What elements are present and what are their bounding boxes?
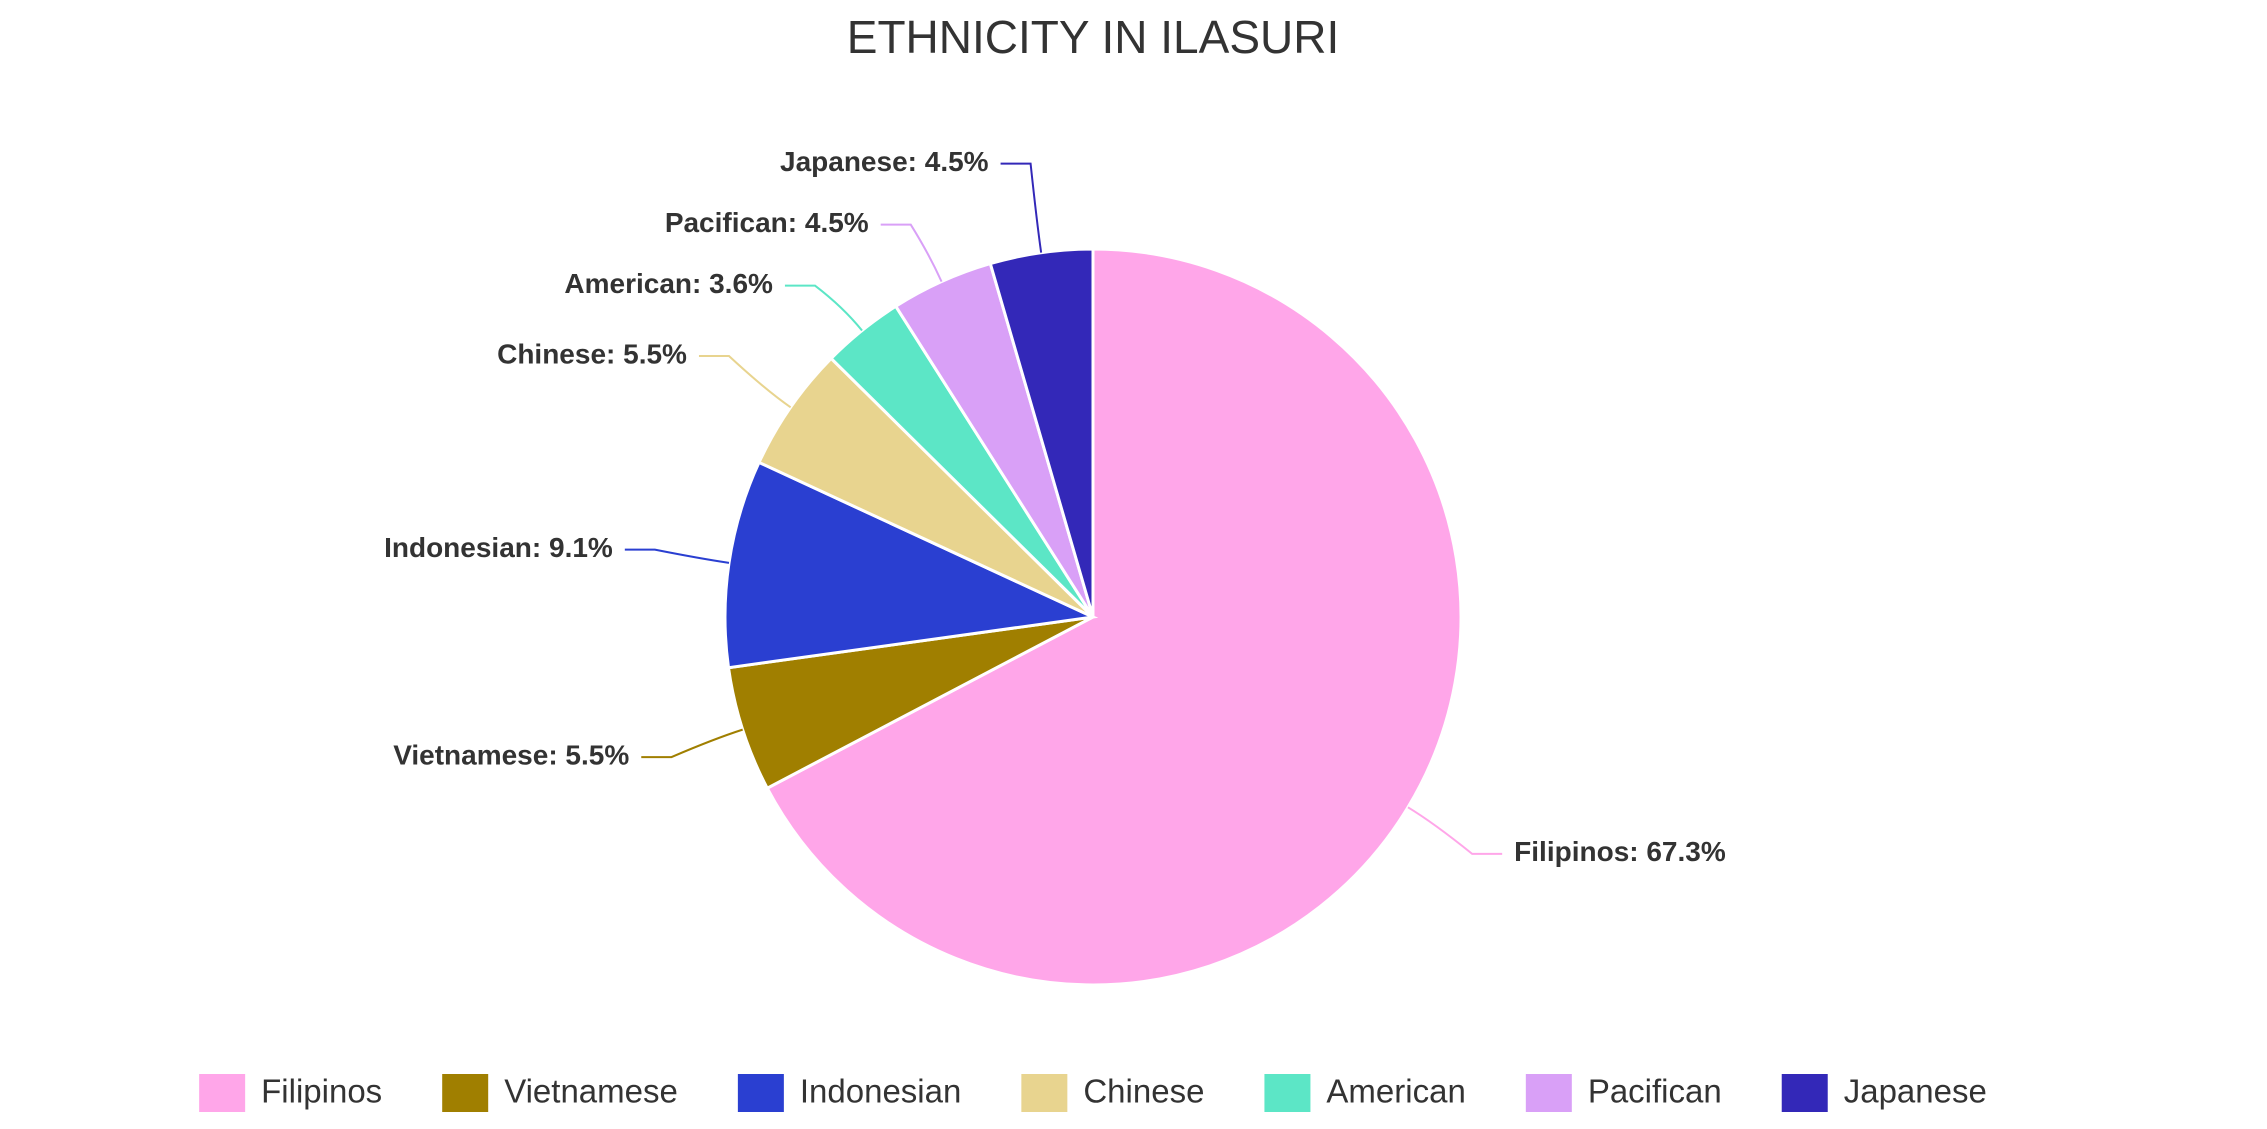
legend-swatch <box>1264 1074 1311 1112</box>
legend-label: Indonesian <box>800 1073 961 1110</box>
data-label: Filipinos: 67.3% <box>1514 836 1726 867</box>
legend-swatch <box>737 1074 784 1112</box>
legend-swatch <box>1525 1074 1572 1112</box>
legend-swatch <box>442 1074 489 1112</box>
leader-line <box>1407 806 1503 855</box>
leader-line <box>624 548 730 564</box>
legend-label: Japanese <box>1844 1073 1987 1110</box>
leader-line <box>641 728 743 759</box>
legend-swatch <box>1021 1074 1068 1112</box>
pie-slice <box>765 247 1463 987</box>
legend-label: Pacifican <box>1588 1073 1722 1110</box>
legend-swatch <box>1781 1074 1828 1112</box>
leader-line <box>784 284 863 332</box>
leader-line <box>880 223 943 283</box>
pie-slice <box>988 247 1095 618</box>
legend-label: Filipinos <box>261 1073 382 1110</box>
data-label: Chinese: 5.5% <box>497 338 687 369</box>
legend-label: Vietnamese <box>504 1073 678 1110</box>
leader-line <box>1000 162 1043 253</box>
legend-label: Chinese <box>1083 1073 1204 1110</box>
legend-label: American <box>1326 1073 1465 1110</box>
data-label: Japanese: 4.5% <box>780 146 989 177</box>
data-label: Indonesian: 9.1% <box>384 532 613 563</box>
data-label: American: 3.6% <box>564 268 773 299</box>
leader-line <box>698 355 792 409</box>
data-label: Vietnamese: 5.5% <box>393 740 629 771</box>
chart-title: ETHNICITY IN ILASURI <box>847 11 1339 63</box>
data-label: Pacifican: 4.5% <box>665 207 869 238</box>
legend-swatch <box>199 1074 246 1112</box>
